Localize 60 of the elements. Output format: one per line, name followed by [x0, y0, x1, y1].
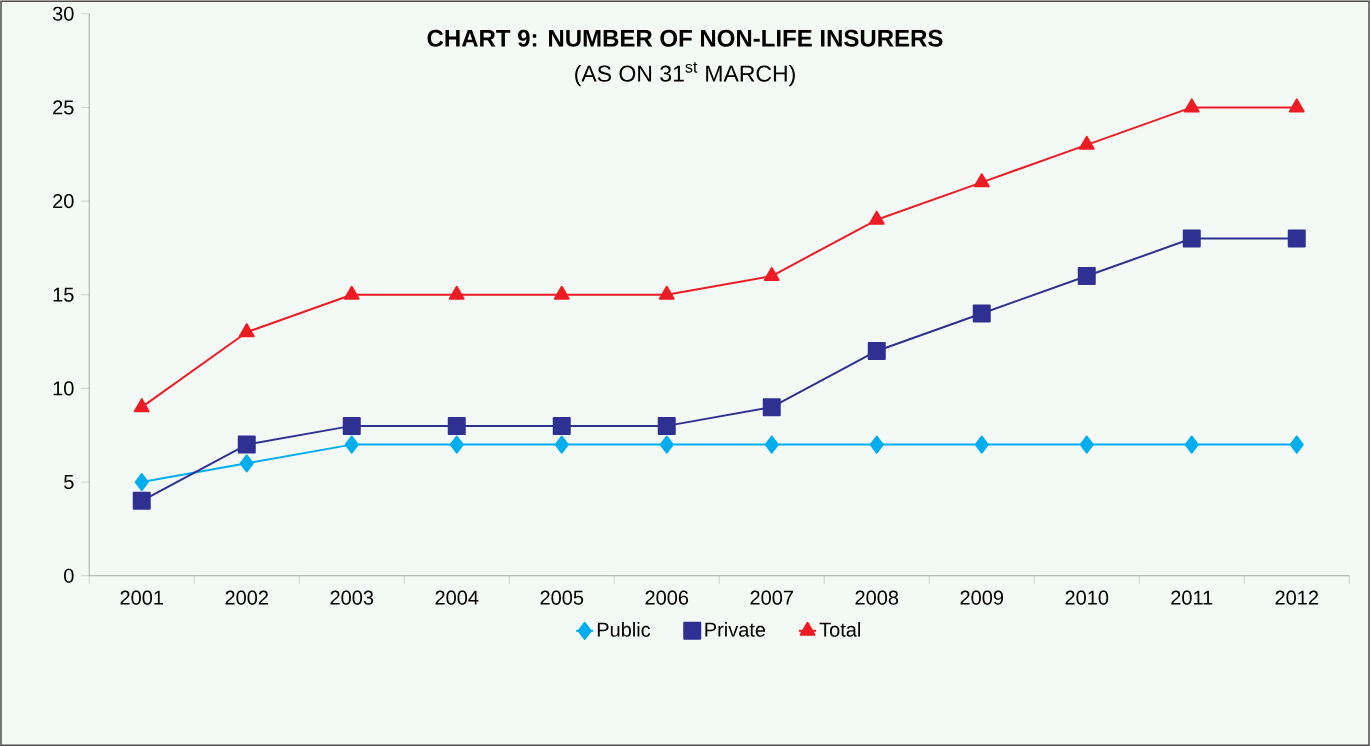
x-tick-label: 2009: [960, 590, 1004, 605]
point: [343, 285, 360, 300]
y-tick-label: 20: [53, 193, 74, 209]
point: [1184, 435, 1199, 454]
point: [869, 435, 884, 454]
point: [1289, 435, 1304, 454]
text: CHART 9: NUMBER OF NON-LIFE INSURERS: [427, 29, 943, 47]
point: [134, 472, 149, 491]
point: [237, 435, 256, 454]
x-tick-label: 2008: [855, 590, 899, 605]
point: [972, 304, 991, 323]
x-tick-label: 2011: [1171, 590, 1213, 605]
y-tick-label: 0: [64, 568, 74, 583]
point: [974, 435, 989, 454]
point: [239, 454, 254, 473]
x-tick-label: 2004: [435, 590, 479, 605]
y-tick-label: 15: [53, 287, 74, 302]
legend-label: Private: [705, 621, 766, 637]
point: [868, 210, 885, 225]
x-tick-label: 2003: [330, 590, 374, 605]
point: [1287, 229, 1306, 248]
y-tick-label: 10: [53, 381, 74, 396]
point: [1182, 229, 1201, 248]
point: [238, 323, 255, 338]
point: [1079, 435, 1094, 454]
x-tick-label: 2006: [645, 590, 689, 605]
point: [448, 285, 465, 300]
point: [973, 173, 990, 188]
point: [342, 416, 361, 435]
point: [1078, 135, 1095, 150]
point: [764, 435, 779, 454]
point: [552, 416, 571, 435]
legend-label: Public: [597, 621, 651, 637]
point: [1288, 98, 1305, 113]
point: [658, 285, 675, 300]
point: [447, 416, 466, 435]
point: [763, 266, 780, 281]
point: [344, 435, 359, 454]
point: [657, 416, 676, 435]
x-tick-label: 2002: [225, 590, 268, 605]
x-tick-label: 2005: [540, 590, 584, 605]
point: [762, 398, 781, 417]
x-tick-label: 2007: [750, 590, 793, 605]
point: [132, 491, 151, 510]
x-tick-label: 2001: [120, 590, 164, 605]
point: [659, 435, 674, 454]
x-tick-label: 2010: [1065, 590, 1109, 605]
point: [1183, 98, 1200, 113]
point: [554, 435, 569, 454]
point: [1077, 266, 1096, 285]
y-tick-label: 30: [52, 6, 74, 21]
legend-label: Total: [819, 621, 861, 637]
point: [449, 435, 464, 454]
point: [133, 398, 150, 413]
x-tick-label: 2012: [1275, 590, 1318, 605]
y-tick-label: 25: [53, 100, 74, 115]
text: (AS ON 31$^{st}$ MARCH): [575, 61, 795, 87]
point: [867, 341, 886, 360]
point: [553, 285, 570, 300]
y-tick-label: 5: [64, 475, 74, 489]
